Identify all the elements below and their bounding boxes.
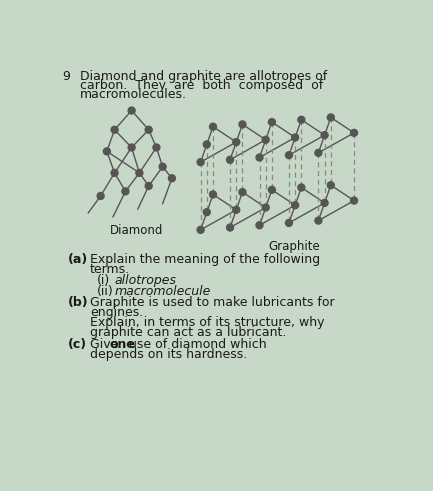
Circle shape — [327, 114, 334, 121]
Circle shape — [97, 192, 104, 199]
Text: Give: Give — [90, 338, 122, 351]
Circle shape — [315, 217, 322, 224]
Circle shape — [122, 188, 129, 195]
Text: 9: 9 — [62, 70, 70, 82]
Text: Explain the meaning of the following: Explain the meaning of the following — [90, 253, 320, 266]
Circle shape — [239, 189, 246, 195]
Circle shape — [168, 175, 175, 182]
Circle shape — [351, 197, 358, 204]
Text: macromolecules.: macromolecules. — [80, 88, 187, 101]
Circle shape — [327, 182, 334, 189]
Circle shape — [285, 152, 292, 159]
Circle shape — [226, 224, 233, 231]
Text: (c): (c) — [68, 338, 87, 351]
Circle shape — [210, 191, 216, 198]
Circle shape — [111, 169, 118, 176]
Circle shape — [292, 134, 299, 141]
Circle shape — [268, 187, 275, 193]
Text: (b): (b) — [68, 296, 89, 309]
Text: Diamond and graphite are allotropes of: Diamond and graphite are allotropes of — [80, 70, 327, 82]
Circle shape — [226, 156, 233, 163]
Circle shape — [153, 144, 160, 151]
Circle shape — [233, 138, 240, 145]
Circle shape — [351, 129, 358, 136]
Circle shape — [197, 226, 204, 233]
Circle shape — [268, 119, 275, 126]
Text: graphite can act as a lubricant.: graphite can act as a lubricant. — [90, 326, 286, 339]
Circle shape — [145, 183, 152, 190]
Circle shape — [321, 199, 328, 206]
Text: depends on its hardness.: depends on its hardness. — [90, 348, 247, 361]
Circle shape — [262, 204, 269, 211]
Text: one: one — [110, 338, 136, 351]
Text: allotropes: allotropes — [115, 274, 177, 287]
Circle shape — [315, 149, 322, 156]
Circle shape — [285, 219, 292, 226]
Text: (ii): (ii) — [97, 284, 113, 298]
Circle shape — [111, 126, 118, 133]
Text: (i): (i) — [97, 274, 110, 287]
Circle shape — [210, 123, 216, 130]
Circle shape — [103, 148, 110, 155]
Text: Graphite: Graphite — [268, 240, 320, 253]
Circle shape — [298, 184, 305, 191]
Circle shape — [298, 116, 305, 123]
Text: terms.: terms. — [90, 263, 130, 276]
Circle shape — [262, 136, 269, 143]
Text: use of diamond which: use of diamond which — [125, 338, 266, 351]
Text: Diamond: Diamond — [110, 224, 163, 238]
Circle shape — [256, 222, 263, 229]
Circle shape — [239, 121, 246, 128]
Circle shape — [128, 107, 135, 114]
Text: engines.: engines. — [90, 306, 143, 319]
Circle shape — [292, 202, 299, 209]
Text: macromolecule: macromolecule — [115, 284, 211, 298]
Circle shape — [145, 126, 152, 133]
Circle shape — [197, 159, 204, 165]
Text: (a): (a) — [68, 253, 88, 266]
Circle shape — [256, 154, 263, 161]
Circle shape — [136, 169, 143, 176]
Text: Graphite is used to make lubricants for: Graphite is used to make lubricants for — [90, 296, 334, 309]
Circle shape — [128, 144, 135, 151]
Circle shape — [321, 132, 328, 138]
Circle shape — [204, 141, 210, 148]
Circle shape — [233, 206, 240, 213]
Circle shape — [159, 163, 166, 170]
Circle shape — [204, 209, 210, 216]
Text: Explain, in terms of its structure, why: Explain, in terms of its structure, why — [90, 316, 324, 329]
Text: carbon.  They  are  both  composed  of: carbon. They are both composed of — [80, 79, 323, 92]
